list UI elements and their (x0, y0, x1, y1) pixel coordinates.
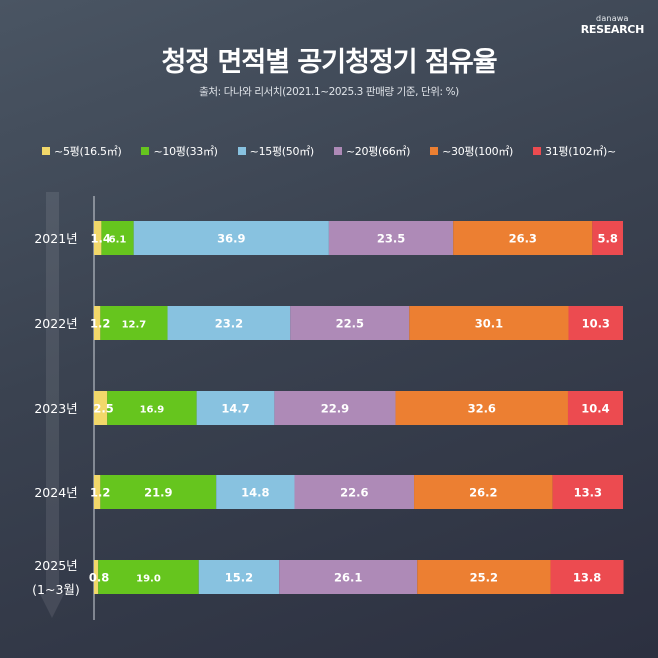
legend-item: ~20평(66㎡) (333, 143, 411, 159)
bar-segment (196, 391, 275, 425)
bar-segment (414, 475, 553, 509)
data-label: 23.2 (215, 317, 243, 331)
data-label: 23.5 (377, 232, 405, 246)
data-label: 36.9 (217, 232, 245, 246)
legend-item: 31평(102㎡)~ (533, 143, 616, 159)
legend-item: ~30평(100㎡) (430, 143, 513, 159)
category-sublabel: (1~3월) (32, 582, 80, 597)
bar-segment (167, 306, 291, 340)
data-label: 22.9 (321, 402, 349, 416)
data-label: 14.7 (221, 402, 249, 416)
legend-label: ~20평(66㎡) (345, 145, 411, 158)
legend-item: ~10평(33㎡) (141, 143, 218, 159)
bar-segment (409, 306, 569, 340)
bar-segment (279, 560, 418, 594)
bar-segment (453, 221, 593, 255)
data-label: 14.8 (241, 486, 269, 500)
bar-segment (328, 221, 454, 255)
bar-segment (290, 306, 410, 340)
danawa-research-logo: danawa RESEARCH (580, 14, 645, 36)
bar-segment (94, 475, 101, 509)
legend-swatch (42, 147, 51, 155)
data-label: 26.2 (469, 486, 497, 500)
category-label: 2025년 (34, 558, 77, 573)
data-label: 2.5 (93, 402, 113, 416)
category-label: 2023년 (34, 401, 77, 416)
data-label: 26.1 (334, 571, 362, 585)
data-label: 10.4 (581, 402, 609, 416)
bar-segment (198, 560, 280, 594)
legend-item: ~5평(16.5㎡) (42, 143, 122, 159)
bar-segment (274, 391, 396, 425)
legend-swatch (237, 147, 246, 155)
bar-segment (100, 475, 217, 509)
bar-segment (94, 391, 108, 425)
data-label: 21.9 (144, 486, 172, 500)
chart-title: 청정 면적별 공기청정기 점유율 (161, 47, 497, 78)
bar-segment (552, 475, 623, 509)
timeline-arrow-shaft (46, 192, 59, 594)
data-label: 19.0 (136, 574, 161, 585)
logo-top-text: danawa (596, 14, 629, 23)
data-label: 15.2 (225, 571, 253, 585)
data-label: 1.2 (90, 486, 110, 500)
data-label: 22.6 (340, 486, 368, 500)
data-label: 13.3 (574, 486, 602, 500)
bar-segment (94, 560, 99, 594)
data-label: 22.5 (336, 317, 364, 331)
legend-label: 31평(102㎡)~ (545, 145, 616, 158)
legend-label: ~5평(16.5㎡) (54, 145, 122, 158)
data-label: 26.3 (509, 232, 537, 246)
legend-item: ~15평(50㎡) (237, 143, 315, 159)
data-label: 5.8 (597, 232, 617, 246)
category-label: 2024년 (34, 485, 77, 500)
bar-segment (592, 221, 623, 255)
category-label: 2022년 (34, 316, 77, 331)
legend-label: ~30평(100㎡) (442, 145, 514, 158)
bar-segment (101, 221, 134, 255)
bar-segment (395, 391, 568, 425)
category-label: 2021년 (34, 231, 77, 246)
bar-segment (107, 391, 197, 425)
data-label: 1.4 (91, 232, 111, 246)
data-label: 16.9 (140, 405, 165, 416)
data-label: 0.8 (89, 571, 109, 585)
arrow-down-icon (40, 594, 64, 618)
legend: ~5평(16.5㎡) ~10평(33㎡) ~15평(50㎡) ~20평(66㎡)… (0, 143, 658, 159)
bar-segment (216, 475, 295, 509)
data-label: 13.8 (573, 571, 601, 585)
bar-segment (568, 306, 623, 340)
legend-swatch (333, 147, 342, 155)
legend-swatch (141, 147, 150, 155)
data-label: 6.1 (109, 235, 127, 246)
bar-segment (94, 221, 102, 255)
bar-segment (417, 560, 551, 594)
data-label: 25.2 (470, 571, 498, 585)
data-label: 30.1 (475, 317, 503, 331)
data-label: 12.7 (122, 320, 147, 331)
legend-swatch (533, 147, 542, 155)
legend-label: ~10평(33㎡) (153, 145, 218, 158)
data-label: 10.3 (582, 317, 610, 331)
data-label: 32.6 (468, 402, 496, 416)
chart-subtitle: 출처: 다나와 리서치(2021.1~2025.3 판매량 기준, 단위: %) (199, 86, 459, 98)
bar-segment (98, 560, 199, 594)
data-label: 1.2 (90, 317, 110, 331)
bar-segment (550, 560, 624, 594)
bar-segment (567, 391, 623, 425)
legend-label: ~15평(50㎡) (249, 145, 315, 158)
bar-segment (94, 306, 101, 340)
bar-segment (294, 475, 415, 509)
legend-swatch (430, 147, 439, 155)
logo-bottom-text: RESEARCH (580, 23, 645, 36)
bar-segment (100, 306, 168, 340)
bar-segment (133, 221, 329, 255)
